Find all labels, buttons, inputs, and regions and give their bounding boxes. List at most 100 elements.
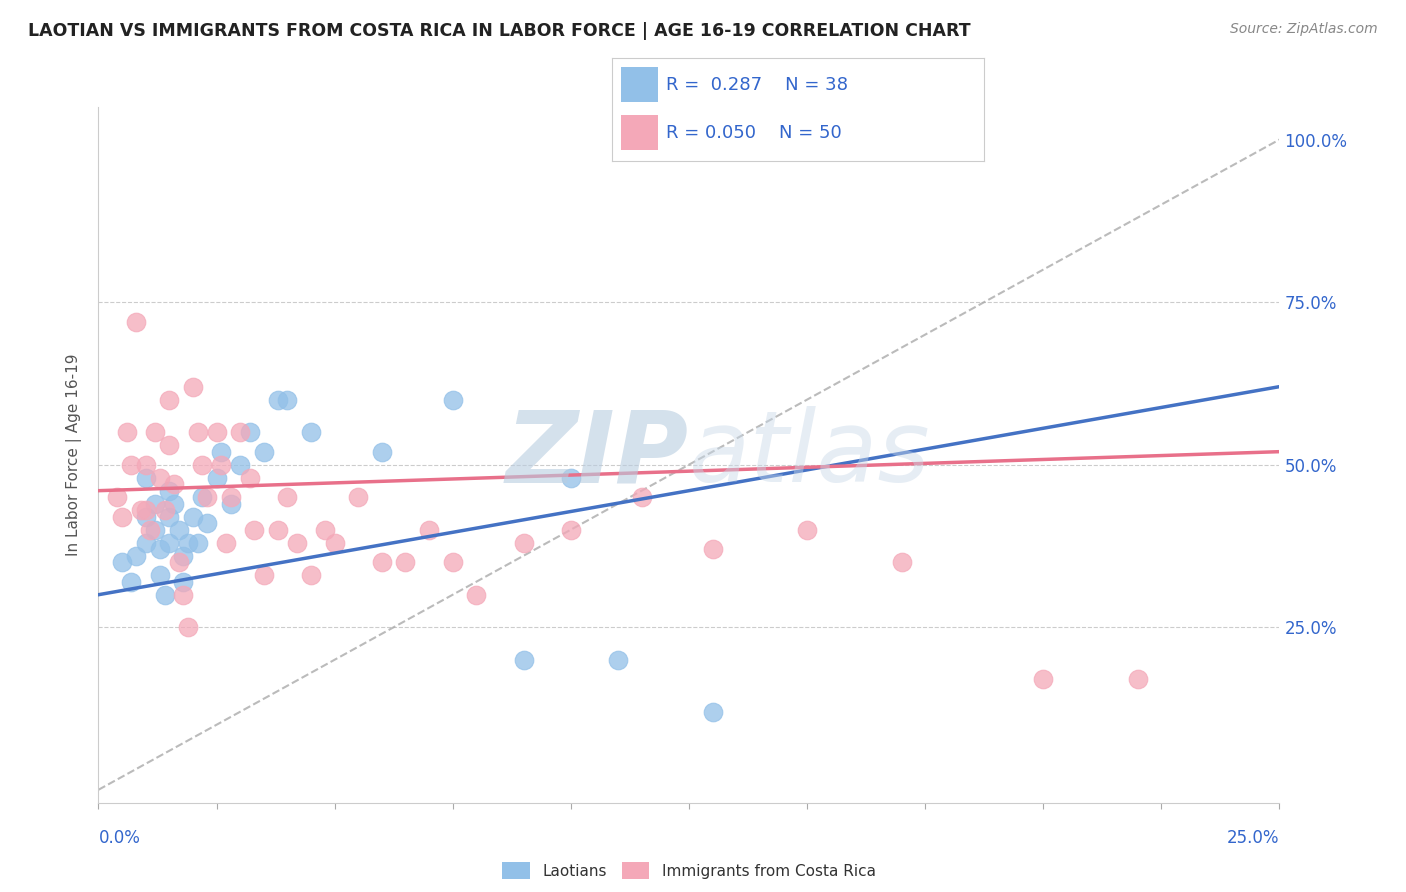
Point <box>229 458 252 472</box>
Point <box>163 477 186 491</box>
Text: 25.0%: 25.0% <box>1227 829 1279 847</box>
Point <box>371 444 394 458</box>
Point <box>135 503 157 517</box>
Point <box>195 490 218 504</box>
Point <box>191 490 214 504</box>
Point <box>111 555 134 569</box>
Point <box>267 392 290 407</box>
Point <box>143 523 166 537</box>
Point <box>441 392 464 407</box>
Point <box>239 425 262 439</box>
Point <box>157 438 180 452</box>
Point <box>125 315 148 329</box>
Point <box>314 523 336 537</box>
Point <box>253 444 276 458</box>
Point <box>149 542 172 557</box>
Point <box>512 535 534 549</box>
Point <box>239 471 262 485</box>
Point <box>115 425 138 439</box>
Point <box>187 425 209 439</box>
Point <box>125 549 148 563</box>
Text: ZIP: ZIP <box>506 407 689 503</box>
Point <box>285 535 308 549</box>
Point <box>195 516 218 531</box>
Point <box>243 523 266 537</box>
Point <box>181 379 204 393</box>
Text: Source: ZipAtlas.com: Source: ZipAtlas.com <box>1230 22 1378 37</box>
Text: 0.0%: 0.0% <box>98 829 141 847</box>
Point <box>276 392 298 407</box>
Point <box>111 509 134 524</box>
Point <box>191 458 214 472</box>
Point <box>149 568 172 582</box>
Text: R =  0.287    N = 38: R = 0.287 N = 38 <box>665 76 848 94</box>
Point <box>177 535 200 549</box>
Legend: Laotians, Immigrants from Costa Rica: Laotians, Immigrants from Costa Rica <box>496 855 882 886</box>
Point <box>143 425 166 439</box>
Point <box>143 497 166 511</box>
Point <box>299 425 322 439</box>
Point <box>149 471 172 485</box>
Point <box>253 568 276 582</box>
Point <box>276 490 298 504</box>
Point <box>347 490 370 504</box>
Point <box>205 471 228 485</box>
Point <box>135 535 157 549</box>
Point <box>172 574 194 589</box>
Point <box>139 523 162 537</box>
Point <box>105 490 128 504</box>
Point <box>172 549 194 563</box>
Point <box>209 444 232 458</box>
Y-axis label: In Labor Force | Age 16-19: In Labor Force | Age 16-19 <box>66 353 83 557</box>
Point <box>702 705 724 719</box>
Point <box>172 588 194 602</box>
Point <box>121 574 143 589</box>
Point <box>157 509 180 524</box>
Point <box>215 535 238 549</box>
Point <box>418 523 440 537</box>
Point <box>135 471 157 485</box>
Point <box>371 555 394 569</box>
Point <box>219 497 242 511</box>
Point <box>299 568 322 582</box>
Point <box>163 497 186 511</box>
Point <box>702 542 724 557</box>
Bar <box>621 67 658 102</box>
Point <box>512 653 534 667</box>
Point <box>157 392 180 407</box>
Text: atlas: atlas <box>689 407 931 503</box>
Point <box>465 588 488 602</box>
Point <box>267 523 290 537</box>
Point <box>181 509 204 524</box>
Point <box>441 555 464 569</box>
Point <box>323 535 346 549</box>
Point <box>630 490 652 504</box>
Text: LAOTIAN VS IMMIGRANTS FROM COSTA RICA IN LABOR FORCE | AGE 16-19 CORRELATION CHA: LAOTIAN VS IMMIGRANTS FROM COSTA RICA IN… <box>28 22 970 40</box>
Point <box>153 503 176 517</box>
Point <box>560 523 582 537</box>
Point <box>560 471 582 485</box>
Point <box>219 490 242 504</box>
Point <box>394 555 416 569</box>
Point <box>157 535 180 549</box>
Point <box>135 458 157 472</box>
Point <box>135 509 157 524</box>
Point <box>229 425 252 439</box>
Point <box>129 503 152 517</box>
Point <box>205 425 228 439</box>
Point <box>167 523 190 537</box>
Point <box>890 555 912 569</box>
Text: R = 0.050    N = 50: R = 0.050 N = 50 <box>665 124 841 142</box>
Point <box>1032 672 1054 686</box>
Bar <box>621 115 658 150</box>
Point <box>796 523 818 537</box>
Point <box>121 458 143 472</box>
Point <box>177 620 200 634</box>
Point <box>1126 672 1149 686</box>
Point <box>209 458 232 472</box>
Point <box>157 483 180 498</box>
Point <box>153 588 176 602</box>
Point <box>167 555 190 569</box>
Point <box>187 535 209 549</box>
Point <box>607 653 630 667</box>
